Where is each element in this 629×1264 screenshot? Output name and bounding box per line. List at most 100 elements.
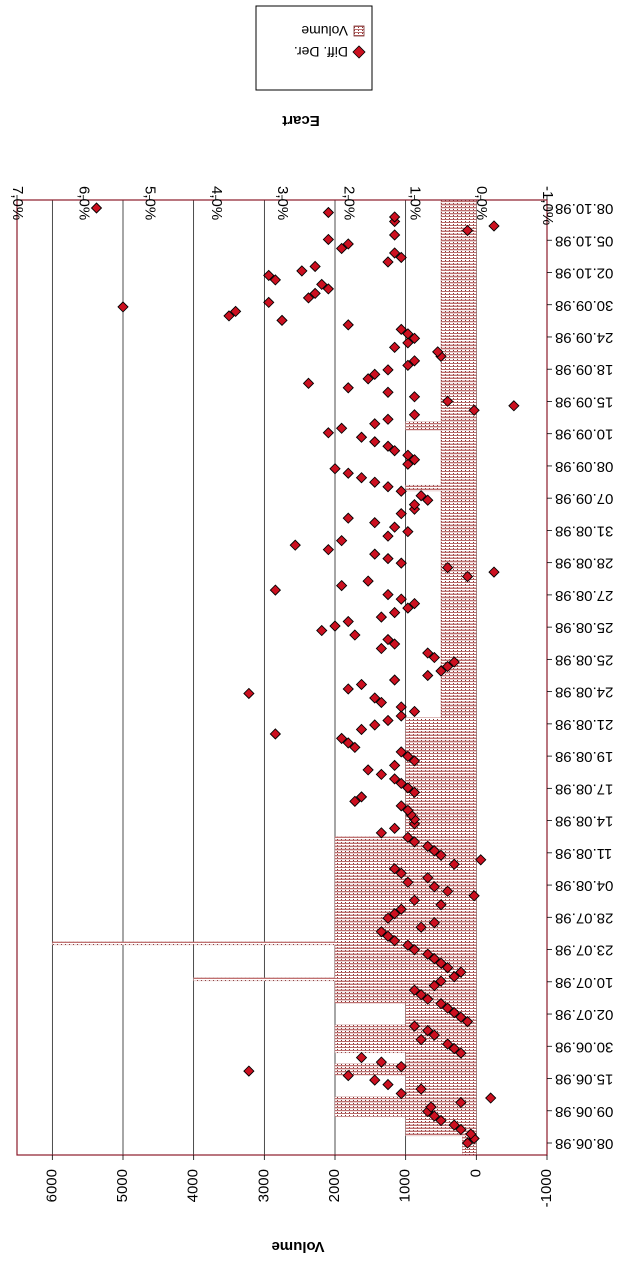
- volume-bar: [440, 496, 477, 500]
- volume-bar: [440, 296, 477, 301]
- diff-marker: [395, 867, 407, 879]
- volume-bars: [52, 199, 477, 1156]
- diff-marker: [335, 732, 348, 745]
- diff-marker: [415, 921, 427, 933]
- diff-marker: [441, 660, 454, 673]
- volume-bar: [440, 639, 477, 644]
- volume-bar: [440, 338, 477, 342]
- diff-marker: [223, 310, 235, 322]
- diff-marker: [388, 341, 401, 353]
- diff-marker: [395, 485, 407, 497]
- volume-bar: [440, 371, 477, 375]
- diff-marker: [269, 728, 282, 740]
- diff-marker: [448, 1007, 460, 1019]
- diff-marker: [441, 395, 454, 407]
- volume-bar: [440, 210, 477, 215]
- diff-marker: [435, 998, 447, 1010]
- diff-marker: [382, 714, 394, 727]
- diff-marker: [455, 1096, 467, 1109]
- diff-marker: [388, 211, 401, 223]
- volume-bar: [405, 833, 477, 838]
- diff-marker: [388, 445, 401, 457]
- diff-marker: [425, 1101, 437, 1113]
- category-tick-label: 25.08.98: [555, 619, 613, 636]
- volume-bar: [440, 440, 477, 445]
- volume-bar: [334, 894, 477, 899]
- volume-bar: [334, 842, 477, 846]
- diff-marker: [402, 804, 414, 816]
- volume-bar: [334, 1030, 477, 1034]
- diff-marker: [382, 1078, 394, 1091]
- volume-bar: [440, 302, 477, 306]
- volume-bar: [440, 238, 477, 242]
- volume-bar: [440, 471, 477, 475]
- diff-marker: [461, 224, 474, 237]
- diff-marker: [461, 1137, 474, 1149]
- volume-bar: [334, 925, 477, 929]
- volume-bar: [334, 1038, 477, 1042]
- volume-bar: [440, 698, 477, 702]
- ecart-tick-label: 7,0%: [9, 186, 26, 220]
- diff-marker: [402, 526, 414, 538]
- volume-bar: [440, 360, 477, 364]
- diff-marker: [117, 301, 129, 313]
- diff-marker: [296, 265, 308, 277]
- diff-marker: [448, 858, 460, 870]
- volume-bar: [193, 977, 477, 982]
- diff-marker: [448, 1119, 460, 1131]
- volume-bar: [440, 462, 477, 467]
- volume-bar: [440, 202, 477, 206]
- volume-bar: [440, 451, 477, 456]
- legend-diff-label: Diff. Der.: [294, 44, 348, 60]
- diff-marker: [441, 561, 454, 574]
- volume-bar: [334, 1110, 477, 1114]
- volume-bar: [405, 424, 477, 428]
- diff-marker: [408, 984, 421, 996]
- volume-bar: [334, 936, 477, 940]
- diff-marker: [402, 939, 414, 951]
- diff-marker: [422, 840, 434, 852]
- category-tick-label: 11.08.98: [555, 845, 612, 862]
- diff-marker: [402, 750, 414, 763]
- volume-bar: [334, 900, 477, 904]
- diff-marker: [369, 719, 381, 731]
- volume-bar: [334, 999, 477, 1004]
- volume-bar: [334, 994, 477, 998]
- volume-tick-label: -1000: [538, 1169, 555, 1207]
- volume-bar: [440, 543, 477, 547]
- volume-bar: [440, 637, 477, 641]
- volume-bar: [334, 991, 477, 995]
- volume-bar: [440, 307, 477, 312]
- volume-bar: [440, 592, 477, 597]
- diff-marker: [395, 1087, 407, 1100]
- volume-bar: [440, 263, 477, 267]
- diff-marker: [408, 391, 421, 403]
- diff-marker: [349, 629, 361, 641]
- volume-bar: [440, 418, 477, 422]
- diff-marker: [422, 872, 434, 884]
- volume-bar: [440, 260, 477, 265]
- diff-marker: [428, 881, 441, 893]
- volume-bar: [405, 1129, 477, 1134]
- volume-bar: [440, 628, 477, 633]
- diff-marker: [395, 710, 407, 722]
- diff-marker: [335, 579, 348, 592]
- diff-marker: [485, 1092, 497, 1104]
- diff-marker: [402, 602, 414, 614]
- volume-bar: [334, 983, 477, 987]
- volume-bar: [405, 745, 477, 749]
- volume-bar: [334, 950, 477, 954]
- diff-marker: [428, 845, 441, 857]
- diff-marker: [375, 1056, 388, 1068]
- category-tick-label: 30.06.98: [555, 1038, 613, 1055]
- diff-marker: [395, 557, 407, 569]
- volume-bar: [440, 257, 477, 262]
- volume-tick-label: 0: [467, 1169, 484, 1177]
- diff-marker: [475, 854, 487, 866]
- diff-marker: [388, 908, 401, 920]
- volume-bar: [334, 938, 477, 943]
- diff-marker: [441, 1002, 454, 1014]
- volume-bar: [440, 288, 477, 292]
- volume-bar: [440, 623, 477, 627]
- ecart-axis-title: Ecart: [282, 112, 320, 129]
